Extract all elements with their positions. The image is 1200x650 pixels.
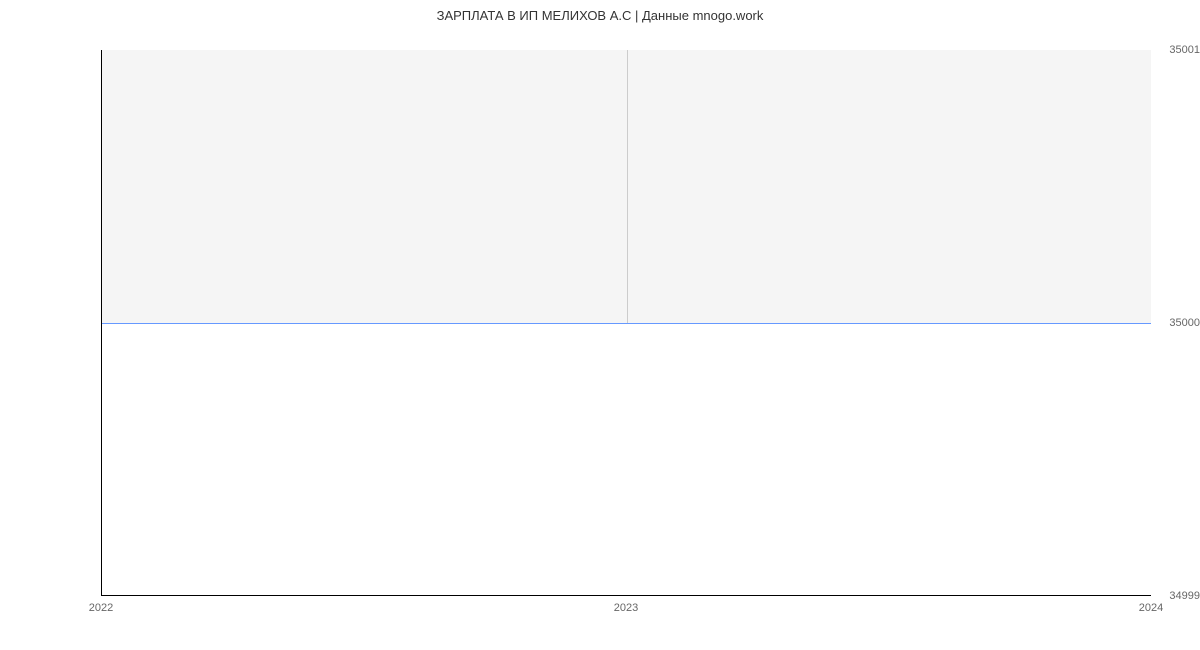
salary-chart: ЗАРПЛАТА В ИП МЕЛИХОВ А.С | Данные mnogo… xyxy=(0,0,1200,650)
series-line xyxy=(102,323,1151,324)
y-tick-label: 35000 xyxy=(1105,317,1200,329)
y-tick-label: 35001 xyxy=(1105,44,1200,56)
x-gridline xyxy=(627,50,628,323)
x-tick-label: 2024 xyxy=(1111,602,1191,614)
y-tick-label: 34999 xyxy=(1105,590,1200,602)
plot-area xyxy=(101,50,1151,596)
chart-title: ЗАРПЛАТА В ИП МЕЛИХОВ А.С | Данные mnogo… xyxy=(0,8,1200,23)
x-tick-label: 2022 xyxy=(61,602,141,614)
x-tick-label: 2023 xyxy=(586,602,666,614)
